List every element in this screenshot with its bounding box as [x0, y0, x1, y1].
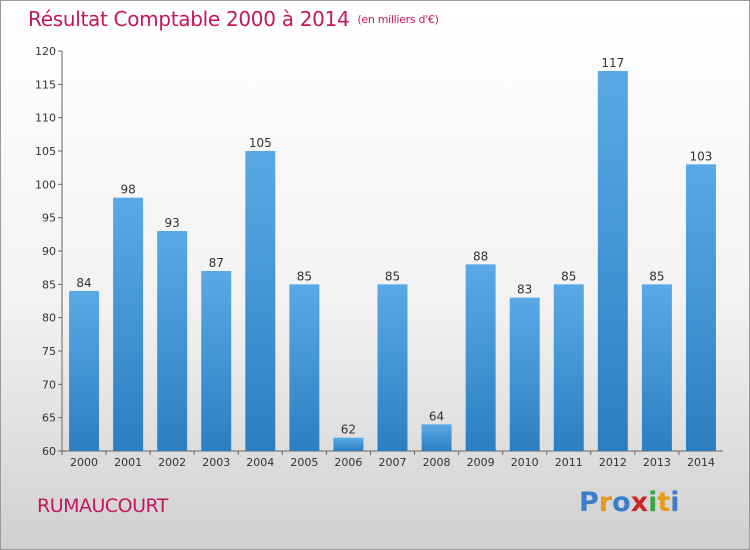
- bar-2003: [201, 271, 232, 451]
- y-tick-label: 85: [42, 278, 56, 291]
- bar-2013: [641, 284, 672, 451]
- value-label-2014: 103: [690, 149, 713, 163]
- bar-2002: [157, 231, 188, 451]
- value-label-2003: 87: [209, 256, 224, 270]
- y-tick-label: 65: [42, 412, 56, 425]
- value-label-2013: 85: [649, 269, 664, 283]
- bar-2006: [333, 437, 364, 451]
- logo-letter: t: [657, 487, 671, 518]
- x-tick-label-2006: 2006: [334, 456, 362, 469]
- value-label-2005: 85: [297, 269, 312, 283]
- value-label-2009: 88: [473, 249, 488, 263]
- bars: [69, 71, 716, 452]
- bar-2001: [113, 197, 144, 451]
- y-tick-label: 75: [42, 345, 56, 358]
- logo-letter: i: [648, 487, 658, 518]
- x-tick-label-2000: 2000: [70, 456, 98, 469]
- y-tick-label: 120: [35, 45, 56, 58]
- bar-2004: [245, 151, 276, 451]
- value-label-2007: 85: [385, 269, 400, 283]
- y-tick-label: 95: [42, 212, 56, 225]
- y-tick-label: 110: [35, 112, 56, 125]
- x-tick-label-2009: 2009: [467, 456, 495, 469]
- value-label-2012: 117: [601, 56, 624, 70]
- x-tick-label-2005: 2005: [290, 456, 318, 469]
- bar-2000: [69, 291, 100, 451]
- bar-2009: [465, 264, 496, 451]
- logo-letter: o: [612, 487, 631, 518]
- proxiti-logo[interactable]: Proxiti: [579, 487, 680, 518]
- value-label-2008: 64: [429, 409, 444, 423]
- value-label-2001: 98: [120, 183, 135, 197]
- value-label-2002: 93: [165, 216, 180, 230]
- x-tick-label-2014: 2014: [687, 456, 715, 469]
- x-tick-label-2011: 2011: [555, 456, 583, 469]
- bar-2005: [289, 284, 320, 451]
- chart-title: Résultat Comptable 2000 à 2014 (en millie…: [28, 7, 439, 31]
- value-label-2004: 105: [249, 136, 272, 150]
- x-tick-label-2013: 2013: [643, 456, 671, 469]
- value-label-2000: 84: [76, 276, 91, 290]
- x-tick-label-2004: 2004: [246, 456, 274, 469]
- logo-letter: r: [598, 487, 613, 518]
- x-tick-label-2002: 2002: [158, 456, 186, 469]
- logo-letter: P: [579, 487, 599, 518]
- chart-title-text: Résultat Comptable 2000 à 2014: [28, 7, 350, 31]
- y-tick-label: 115: [35, 78, 56, 91]
- x-tick-label-2008: 2008: [423, 456, 451, 469]
- y-tick-label: 105: [35, 145, 56, 158]
- x-tick-label-2007: 2007: [379, 456, 407, 469]
- bar-2007: [377, 284, 408, 451]
- y-tick-label: 80: [42, 312, 56, 325]
- commune-name: RUMAUCOURT: [37, 495, 168, 517]
- x-tick-label-2003: 2003: [202, 456, 230, 469]
- bar-2008: [421, 424, 452, 451]
- value-label-2011: 85: [561, 269, 576, 283]
- value-label-2006: 62: [341, 423, 356, 437]
- value-labels: 84 98 93 87 105 85 62 85 64 88 83 85 117 85 103: [76, 56, 712, 437]
- bar-2011: [553, 284, 584, 451]
- bar-2010: [509, 297, 540, 451]
- logo-letter: x: [630, 487, 649, 518]
- y-tick-label: 90: [42, 245, 56, 258]
- x-tick-label-2012: 2012: [599, 456, 627, 469]
- bar-2014: [685, 164, 716, 452]
- value-label-2010: 83: [517, 283, 532, 297]
- y-axis: 60 65 70 75 80 85 90 95 100 105 110 115 120: [35, 45, 63, 458]
- y-tick-label: 100: [35, 178, 56, 191]
- logo-letter: i: [670, 487, 680, 518]
- x-tick-label-2010: 2010: [511, 456, 539, 469]
- y-tick-label: 60: [42, 445, 56, 458]
- bar-2012: [597, 71, 628, 451]
- y-tick-label: 70: [42, 378, 56, 391]
- x-tick-label-2001: 2001: [114, 456, 142, 469]
- chart-subtitle: (en milliers d'€): [357, 13, 439, 26]
- x-axis: 2000 2001 2002 2003 2004 2005 2006 2007 2008 2009…: [61, 450, 723, 469]
